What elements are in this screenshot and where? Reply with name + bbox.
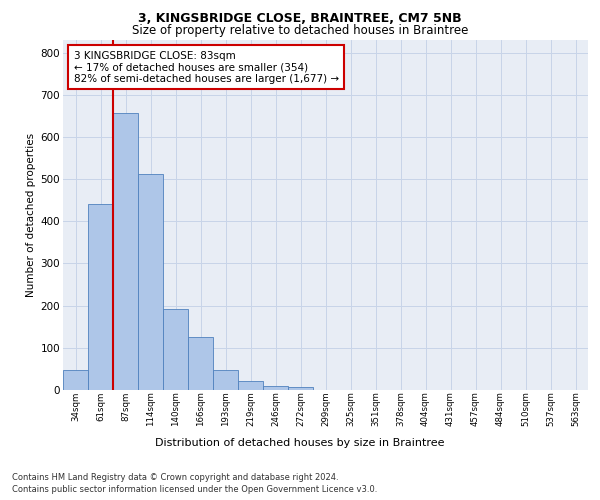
Bar: [288, 386, 313, 390]
Text: 3 KINGSBRIDGE CLOSE: 83sqm
← 17% of detached houses are smaller (354)
82% of sem: 3 KINGSBRIDGE CLOSE: 83sqm ← 17% of deta…: [74, 50, 338, 84]
Bar: [163, 308, 188, 390]
Bar: [63, 370, 88, 390]
Text: 3, KINGSBRIDGE CLOSE, BRAINTREE, CM7 5NB: 3, KINGSBRIDGE CLOSE, BRAINTREE, CM7 5NB: [138, 12, 462, 26]
Bar: [263, 386, 288, 390]
Bar: [88, 204, 113, 390]
Text: Distribution of detached houses by size in Braintree: Distribution of detached houses by size …: [155, 438, 445, 448]
Bar: [188, 338, 213, 390]
Bar: [213, 370, 238, 390]
Text: Contains public sector information licensed under the Open Government Licence v3: Contains public sector information licen…: [12, 485, 377, 494]
Y-axis label: Number of detached properties: Number of detached properties: [26, 133, 37, 297]
Bar: [238, 380, 263, 390]
Bar: [138, 174, 163, 390]
Text: Size of property relative to detached houses in Braintree: Size of property relative to detached ho…: [132, 24, 468, 37]
Text: Contains HM Land Registry data © Crown copyright and database right 2024.: Contains HM Land Registry data © Crown c…: [12, 472, 338, 482]
Bar: [113, 113, 138, 390]
